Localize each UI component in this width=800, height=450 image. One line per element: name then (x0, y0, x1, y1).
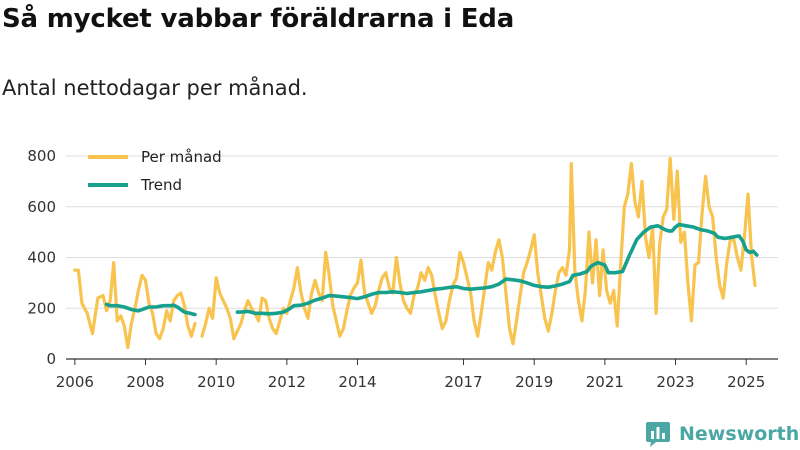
x-tick-label: 2019 (515, 373, 553, 391)
brand-name: Newsworthy (679, 423, 800, 445)
y-tick-label: 200 (27, 299, 56, 317)
legend-label-monthly: Per månad (141, 148, 222, 166)
x-tick-label: 2017 (444, 373, 482, 391)
y-axis-ticks: 0 200 400 600 800 (27, 147, 56, 368)
series-lines (73, 156, 759, 350)
monthly-series-line-1 (73, 261, 197, 350)
x-axis: 2006 2008 2010 2012 2014 2017 2019 2021 2023 2025 (56, 358, 778, 391)
y-tick-label: 600 (27, 198, 56, 216)
y-tick-label: 800 (27, 147, 56, 165)
x-tick-label: 2021 (586, 373, 624, 391)
y-tick-label: 0 (46, 350, 56, 368)
newsworthy-logo-icon (646, 422, 670, 447)
x-tick-label: 2006 (56, 373, 94, 391)
legend: Per månad Trend (88, 148, 222, 194)
chart-subtitle: Antal nettodagar per månad. (2, 76, 308, 100)
x-tick-label: 2012 (268, 373, 306, 391)
x-tick-label: 2008 (126, 373, 164, 391)
x-tick-label: 2023 (656, 373, 694, 391)
chart-title: Så mycket vabbar föräldrarna i Eda (2, 4, 515, 34)
brand-logo[interactable]: Newsworthy (644, 420, 800, 448)
x-tick-label: 2010 (197, 373, 235, 391)
trend-series-line-1 (104, 302, 197, 317)
x-tick-label: 2014 (338, 373, 376, 391)
legend-label-trend: Trend (140, 176, 182, 194)
trend-series-line-2 (235, 222, 759, 316)
x-tick-label: 2025 (727, 373, 765, 391)
y-tick-label: 400 (27, 249, 56, 267)
monthly-series-line-2 (200, 156, 757, 346)
